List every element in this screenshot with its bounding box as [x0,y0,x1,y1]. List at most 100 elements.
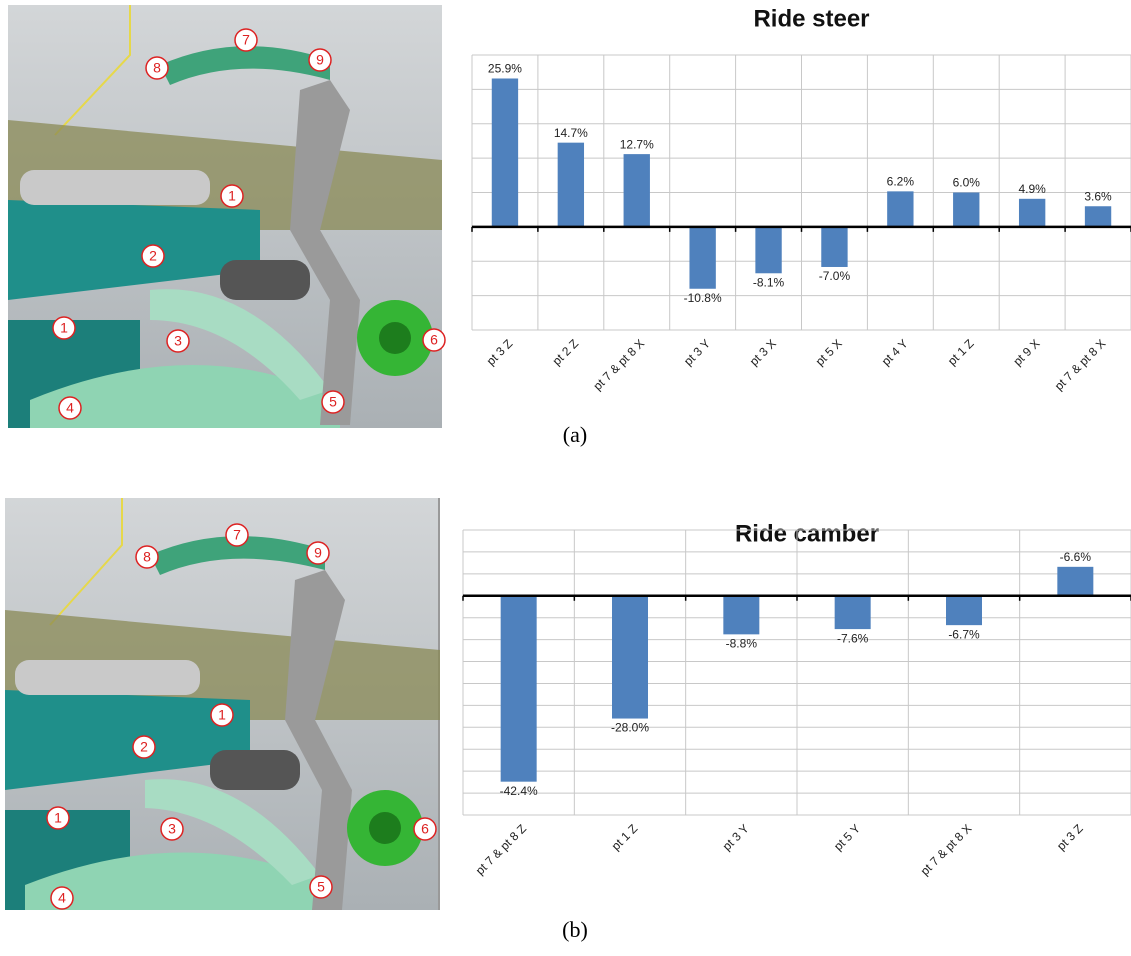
marker-label: 9 [314,545,322,561]
marker-circle [145,56,169,80]
marker-circle [58,396,82,420]
marker-circle [46,806,70,830]
bar [623,154,650,227]
marker-circle [413,817,437,841]
value-label: -42.4% [500,784,538,798]
marker-label: 1 [60,320,68,336]
marker-label: 5 [329,394,337,410]
bar [946,595,982,626]
marker-circle [321,390,345,414]
value-label: -28.0% [611,721,649,735]
marker: 6 [413,817,437,841]
bar [755,226,782,274]
marker: 7 [234,28,258,52]
value-label: 3.6% [1084,189,1112,203]
marker: 8 [135,545,159,569]
marker-label: 4 [58,890,66,906]
marker-circle [309,875,333,899]
marker-label: 2 [149,248,157,264]
marker-circle [160,817,184,841]
value-label: 25.9% [488,62,522,76]
marker-label: 6 [421,821,429,837]
x-tick-label: pt 5 Y [831,821,863,853]
x-tick-label: pt 1 Z [945,336,977,368]
marker-circle [141,244,165,268]
marker-label: 2 [140,739,148,755]
marker: 1 [220,184,244,208]
value-label: -8.1% [753,275,785,289]
bar [821,226,848,267]
value-label: 12.7% [620,137,654,151]
x-tick-label: pt 3 X [747,336,779,368]
bar [491,78,519,227]
panel-label: (a) [563,422,587,447]
x-tick-label: pt 7 & pt 8 X [1052,336,1109,393]
marker-label: 3 [168,821,176,837]
x-tick-label: pt 3 Z [1054,821,1086,853]
marker-label: 4 [66,400,74,416]
marker: 3 [166,329,190,353]
x-tick-label: pt 2 Z [550,336,582,368]
x-tick-label: pt 7 & pt 8 X [591,336,648,393]
x-tick-label: pt 3 Y [681,336,713,368]
bar [1057,566,1094,596]
marker: 5 [321,390,345,414]
marker-circle [220,184,244,208]
marker-circle [50,886,74,910]
x-tick-label: pt 5 X [813,336,845,368]
marker-circle [132,735,156,759]
marker: 1 [52,316,76,340]
bar [723,595,760,635]
chart: Ride camber -42.4% pt 7 & pt 8 Z -28.0% pt 1… [462,520,1131,878]
bar [1084,206,1112,227]
marker-label: 1 [228,188,236,204]
x-tick-label: pt 4 Y [879,336,911,368]
bar [500,595,537,782]
marker-circle [225,523,249,547]
marker: 7 [225,523,249,547]
marker: 3 [160,817,184,841]
marker-label: 1 [218,707,226,723]
marker-circle [422,328,446,352]
value-label: -7.6% [837,631,869,645]
diagram-markers: 8 7 9 1 2 1 3 6 4 5 8 7 9 1 2 1 3 6 4 5 [46,28,446,910]
value-label: 6.0% [953,176,981,190]
marker: 9 [308,48,332,72]
suspension-render-b [5,498,440,910]
marker-label: 5 [317,879,325,895]
bar [689,226,716,289]
marker: 5 [309,875,333,899]
bar [1018,198,1046,227]
bar [557,142,585,227]
marker-label: 1 [54,810,62,826]
marker: 6 [422,328,446,352]
chart: Ride steer 25.9% pt 3 Z 14.7% pt 2 Z 12.7% pt … [471,5,1131,393]
value-label: 6.2% [887,175,915,189]
marker: 1 [210,703,234,727]
marker-label: 7 [242,32,250,48]
value-label: -7.0% [819,269,851,283]
suspension-render-a [8,5,442,428]
x-tick-label: pt 3 Y [720,821,752,853]
chart-title: Ride camber [735,520,879,547]
marker-circle [306,541,330,565]
marker: 2 [141,244,165,268]
marker-circle [308,48,332,72]
value-label: -8.8% [726,637,758,651]
marker: 2 [132,735,156,759]
marker: 9 [306,541,330,565]
marker-label: 9 [316,52,324,68]
panel-label: (b) [562,917,588,942]
marker: 8 [145,56,169,80]
marker-circle [210,703,234,727]
x-tick-label: pt 3 Z [484,336,516,368]
marker-circle [52,316,76,340]
bar [953,192,980,227]
marker-label: 8 [153,60,161,76]
marker-circle [234,28,258,52]
value-label: 14.7% [554,126,588,140]
x-tick-label: pt 7 & pt 8 X [918,821,975,878]
bar [612,595,648,719]
marker: 4 [58,396,82,420]
